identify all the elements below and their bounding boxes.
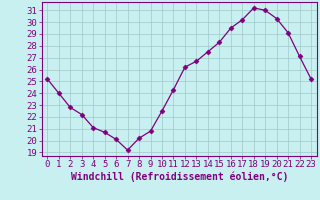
X-axis label: Windchill (Refroidissement éolien,°C): Windchill (Refroidissement éolien,°C) xyxy=(70,172,288,182)
